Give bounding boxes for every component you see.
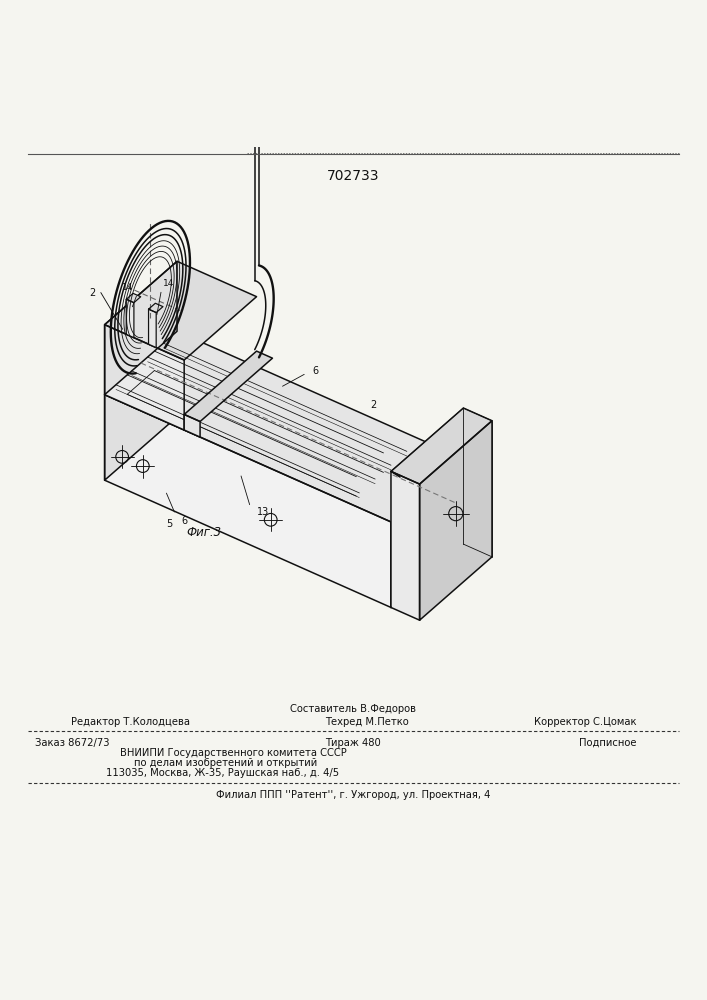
Polygon shape	[391, 408, 492, 484]
Text: Заказ 8672/73: Заказ 8672/73	[35, 738, 110, 748]
Polygon shape	[148, 303, 163, 313]
Text: Редактор Т.Колодцева: Редактор Т.Колодцева	[71, 717, 189, 727]
Text: 113035, Москва, Ж-35, Раушская наб., д. 4/5: 113035, Москва, Ж-35, Раушская наб., д. …	[106, 768, 339, 778]
Text: 13: 13	[257, 507, 269, 517]
Polygon shape	[105, 261, 177, 395]
Text: 6: 6	[312, 366, 319, 376]
Text: Корректор С.Цомак: Корректор С.Цомак	[534, 717, 636, 727]
Polygon shape	[391, 459, 463, 607]
Polygon shape	[105, 331, 177, 480]
Polygon shape	[105, 395, 391, 607]
Polygon shape	[148, 309, 156, 348]
Text: 14: 14	[122, 283, 133, 292]
Text: Фиг.3: Фиг.3	[186, 526, 221, 539]
Text: Филиал ППП ''Pатент'', г. Ужгород, ул. Проектная, 4: Филиал ППП ''Pатент'', г. Ужгород, ул. П…	[216, 790, 491, 800]
Text: 5: 5	[167, 519, 173, 529]
Text: Составитель В.Федоров: Составитель В.Федоров	[291, 704, 416, 714]
Polygon shape	[105, 331, 463, 522]
Polygon shape	[105, 325, 184, 430]
Polygon shape	[105, 261, 257, 360]
Polygon shape	[184, 414, 200, 437]
Text: 6: 6	[182, 516, 187, 526]
Text: 702733: 702733	[327, 169, 380, 183]
Text: 2: 2	[90, 288, 96, 298]
Text: Тираж 480: Тираж 480	[325, 738, 381, 748]
Text: Подписное: Подписное	[579, 738, 636, 748]
Text: по делам изобретений и открытий: по делам изобретений и открытий	[134, 758, 317, 768]
Polygon shape	[420, 421, 492, 620]
Polygon shape	[391, 471, 420, 620]
Polygon shape	[127, 299, 134, 338]
Text: 2: 2	[370, 400, 377, 410]
Text: ВНИИПИ Государственного комитета СССР: ВНИИПИ Государственного комитета СССР	[120, 748, 347, 758]
Polygon shape	[127, 293, 141, 303]
Text: 14: 14	[163, 279, 175, 288]
Polygon shape	[184, 351, 272, 422]
Text: Техред М.Петко: Техред М.Петко	[325, 717, 409, 727]
